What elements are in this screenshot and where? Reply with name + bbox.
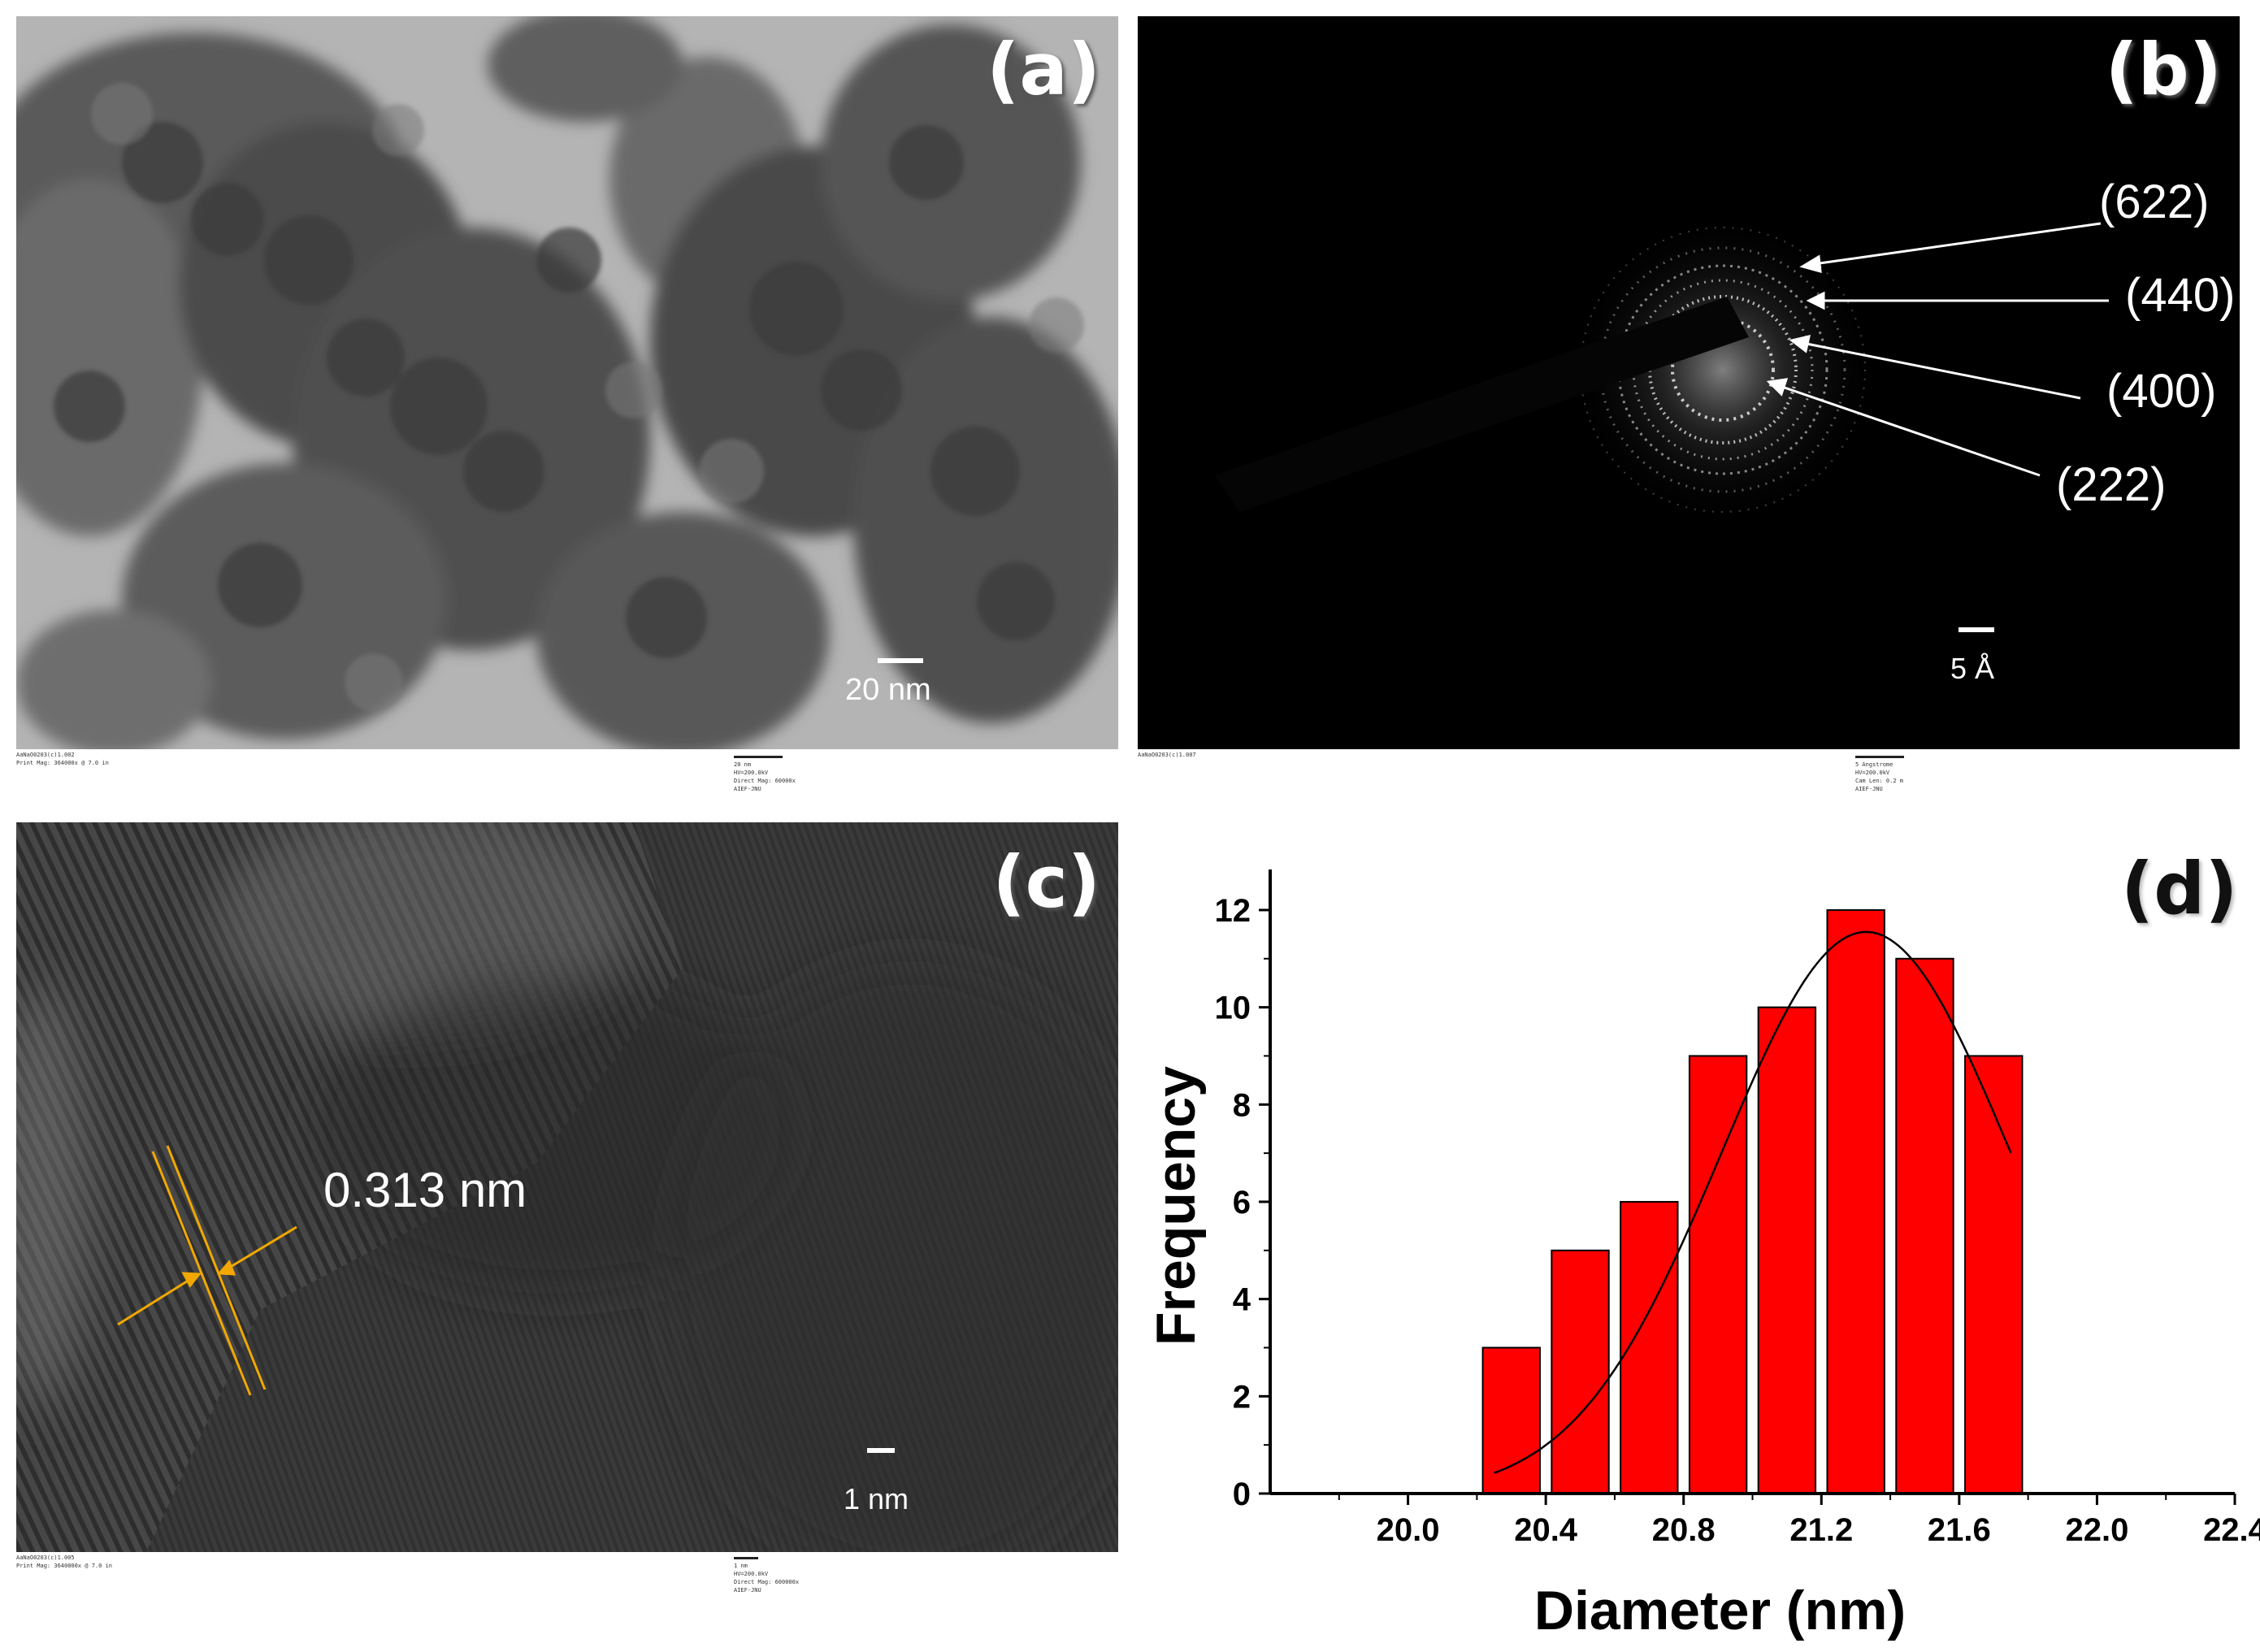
ring-label-622: (622) bbox=[2099, 176, 2210, 228]
histogram-bar bbox=[1826, 908, 1885, 1495]
panel-a-footer-left: AaNaO0203(c)1.002 Print Mag: 364000x @ 7.… bbox=[16, 752, 109, 766]
y-tick-label: 12 bbox=[1215, 893, 1251, 929]
ring-label-440: (440) bbox=[2125, 269, 2236, 322]
histogram-bar bbox=[1757, 1006, 1817, 1495]
tem-particles-image bbox=[16, 16, 1118, 749]
y-tick-label: 6 bbox=[1233, 1185, 1251, 1221]
panel-c-footer-left: AaNaO0203(c)1.005 Print Mag: 3640000x @ 7… bbox=[16, 1554, 113, 1569]
panel-label-d: (d) bbox=[2121, 847, 2238, 930]
histogram-bar bbox=[1964, 1055, 2024, 1494]
gaussian-fit-curve bbox=[1494, 930, 2012, 1474]
scale-bar bbox=[867, 1448, 895, 1453]
scale-bar-label: 20 nm bbox=[845, 673, 931, 707]
panel-a-footer-bar bbox=[734, 756, 783, 758]
histogram-bar bbox=[1620, 1200, 1679, 1494]
y-tick-label: 10 bbox=[1215, 991, 1251, 1026]
histogram-chart: 20.0 20.4 20.8 21.2 21.6 22.0 22.4 0 2 4 6 8 10 12 Dia… bbox=[1145, 869, 2260, 1641]
panel-label-c: (c) bbox=[992, 840, 1100, 924]
x-axis-title: Diameter (nm) bbox=[1534, 1580, 1906, 1641]
y-tick-label: 2 bbox=[1233, 1379, 1251, 1415]
ring-label-222: (222) bbox=[2056, 458, 2167, 511]
panel-d-histogram: (d) 20.0 20.4 20.8 21.2 21.6 22.0 22.4 0 2 4 6 8 10 1… bbox=[1138, 813, 2260, 1652]
x-tick-label: 20.0 bbox=[1377, 1512, 1440, 1548]
x-tick-label: 20.8 bbox=[1652, 1512, 1716, 1548]
panel-label-b: (b) bbox=[2105, 28, 2222, 111]
histogram-bar bbox=[1688, 1055, 1748, 1494]
histogram-bar bbox=[1551, 1249, 1610, 1494]
hrtem-lattice-image bbox=[16, 822, 1118, 1552]
panel-b-footer-right: 5 Angstrome HV=200.0kV Cam Len: 0.2 m AIEF-… bbox=[1855, 761, 1904, 792]
scale-bar bbox=[1959, 627, 1994, 632]
panel-c-hrtem-image: 0.313 nm (c) 1 nm bbox=[16, 822, 1118, 1552]
x-tick-label: 20.4 bbox=[1514, 1512, 1578, 1548]
histogram-bar bbox=[1895, 957, 1954, 1494]
scale-bar-label: 5 Å bbox=[1950, 652, 1995, 685]
diffraction-pattern-image bbox=[1138, 16, 2240, 749]
y-tick-label: 0 bbox=[1233, 1476, 1251, 1512]
x-tick-label: 21.2 bbox=[1789, 1512, 1853, 1548]
y-tick-label: 8 bbox=[1233, 1087, 1251, 1123]
x-tick-label: 21.6 bbox=[1928, 1512, 1991, 1548]
histogram-bar bbox=[1481, 1346, 1541, 1494]
scale-bar-label: 1 nm bbox=[844, 1482, 909, 1515]
panel-label-a: (a) bbox=[987, 28, 1100, 111]
x-tick-label: 22.0 bbox=[2065, 1512, 2128, 1548]
panel-b-diffraction-image: (622) (440) (400) (222) (b) 5 Å bbox=[1138, 16, 2240, 749]
lattice-spacing-label: 0.313 nm bbox=[323, 1163, 527, 1217]
ring-label-400: (400) bbox=[2106, 365, 2217, 418]
panel-a-tem-image: (a) 20 nm bbox=[16, 16, 1118, 749]
panel-a-footer-right: 20 nm HV=200.0kV Direct Mag: 60000x AIEF-JN… bbox=[734, 761, 796, 792]
panel-b-footer-left: AaNaO0203(c)1.007 bbox=[1138, 752, 1196, 758]
scale-bar bbox=[878, 658, 923, 663]
y-tick-label: 4 bbox=[1233, 1282, 1251, 1318]
panel-c-footer-right: 1 nm HV=200.0kV Direct Mag: 600000x AIEF-JN… bbox=[734, 1563, 800, 1593]
x-tick-label: 22.4 bbox=[2203, 1512, 2260, 1548]
y-axis-title: Frequency bbox=[1145, 1066, 1207, 1346]
beam-stopper bbox=[1215, 297, 1749, 512]
panel-c-footer-bar bbox=[734, 1557, 758, 1559]
panel-b-footer-bar bbox=[1855, 756, 1904, 758]
